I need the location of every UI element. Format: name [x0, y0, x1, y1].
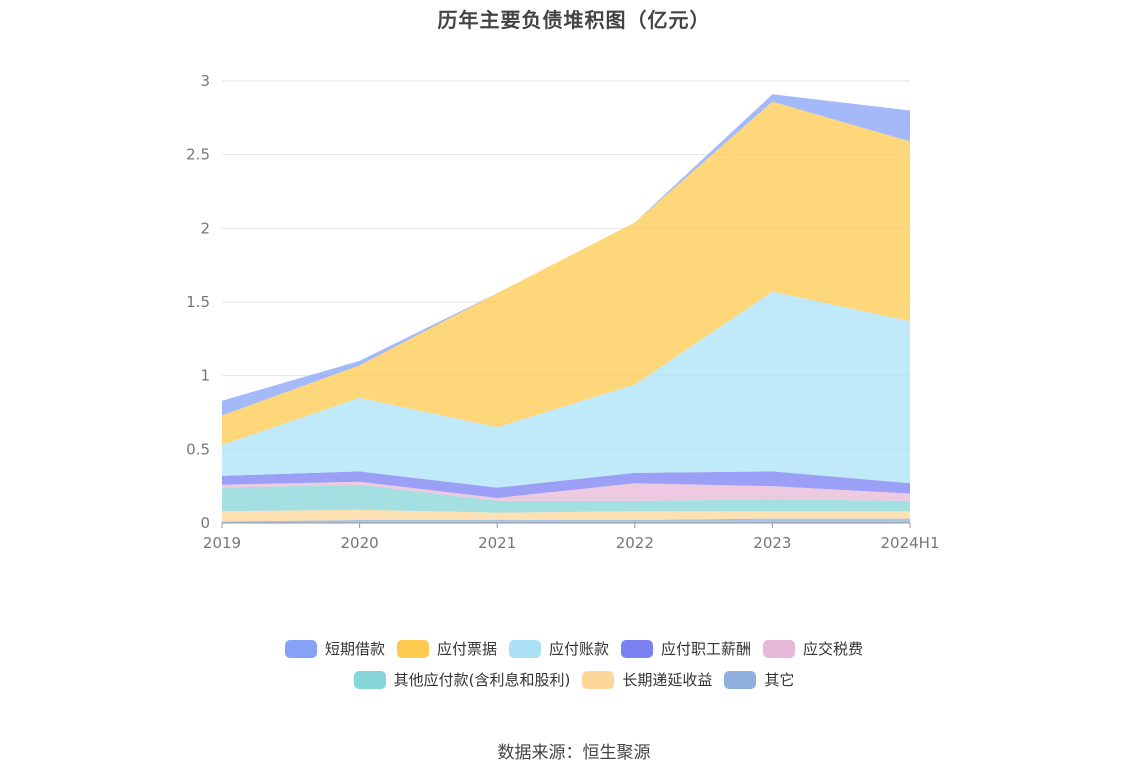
y-tick-label: 1: [200, 367, 210, 385]
legend-swatch: [621, 639, 653, 658]
y-tick-label: 0.5: [186, 440, 210, 458]
area-series[interactable]: [222, 518, 910, 523]
y-tick-label: 0: [200, 514, 210, 532]
chart-title: 历年主要负债堆积图（亿元）: [437, 8, 711, 32]
legend-swatch: [353, 670, 386, 689]
legend-item[interactable]: 应交税费: [763, 638, 863, 659]
area-series[interactable]: [222, 291, 910, 488]
legend-swatch: [724, 670, 757, 689]
legend-item[interactable]: 应付账款: [508, 638, 609, 659]
legend-item[interactable]: 应付票据: [396, 638, 497, 659]
legend-label: 应付账款: [548, 640, 609, 658]
area-series[interactable]: [222, 481, 910, 501]
legend-swatch: [582, 670, 615, 689]
legend-label: 应付职工薪酬: [661, 640, 752, 658]
legend-swatch: [396, 639, 429, 658]
legend-label: 应付票据: [436, 640, 497, 658]
legend-label: 短期借款: [324, 640, 385, 658]
x-tick-label: 2021: [478, 534, 516, 552]
y-tick-label: 3: [200, 72, 210, 90]
x-tick-label: 2019: [203, 534, 241, 552]
area-series[interactable]: [222, 484, 910, 513]
stacked-area-chart: 0 0.5 1 1.5 2 2.5 3 2019 2020 2021 2022 2023 2024H1: [186, 72, 940, 552]
legend-item[interactable]: 其他应付款(含利息和股利): [353, 669, 571, 690]
legend: 短期借款 应付票据 应付账款 应付职工薪酬 应交税费 其他应付款(含利息和股利) 长期递延…: [0, 638, 1148, 700]
legend-item[interactable]: 其它: [724, 669, 794, 690]
legend-label: 其他应付款(含利息和股利): [393, 671, 571, 689]
area-series[interactable]: [222, 471, 910, 498]
legend-label: 其它: [764, 671, 795, 689]
legend-label: 应交税费: [803, 640, 864, 658]
y-tick-label: 2.5: [186, 146, 210, 164]
x-tick-label: 2023: [753, 534, 791, 552]
legend-swatch: [508, 639, 541, 658]
area-series[interactable]: [222, 101, 910, 445]
legend-label: 长期递延收益: [622, 671, 713, 689]
legend-swatch: [284, 639, 317, 658]
legend-row: 短期借款 应付票据 应付账款 应付职工薪酬 应交税费: [0, 638, 1148, 659]
area-series[interactable]: [222, 94, 910, 416]
y-tick-label: 1.5: [186, 293, 210, 311]
legend-item[interactable]: 短期借款: [284, 638, 385, 659]
legend-item[interactable]: 应付职工薪酬: [621, 638, 751, 659]
y-tick-label: 2: [200, 219, 210, 237]
x-tick-label: 2024H1: [881, 534, 940, 552]
area-series[interactable]: [222, 509, 910, 522]
data-source: 数据来源：恒生聚源: [497, 743, 651, 763]
legend-swatch: [763, 639, 796, 658]
legend-row: 其他应付款(含利息和股利) 长期递延收益 其它: [0, 669, 1148, 690]
x-tick-label: 2020: [341, 534, 379, 552]
x-tick-label: 2022: [616, 534, 654, 552]
legend-item[interactable]: 长期递延收益: [582, 669, 712, 690]
